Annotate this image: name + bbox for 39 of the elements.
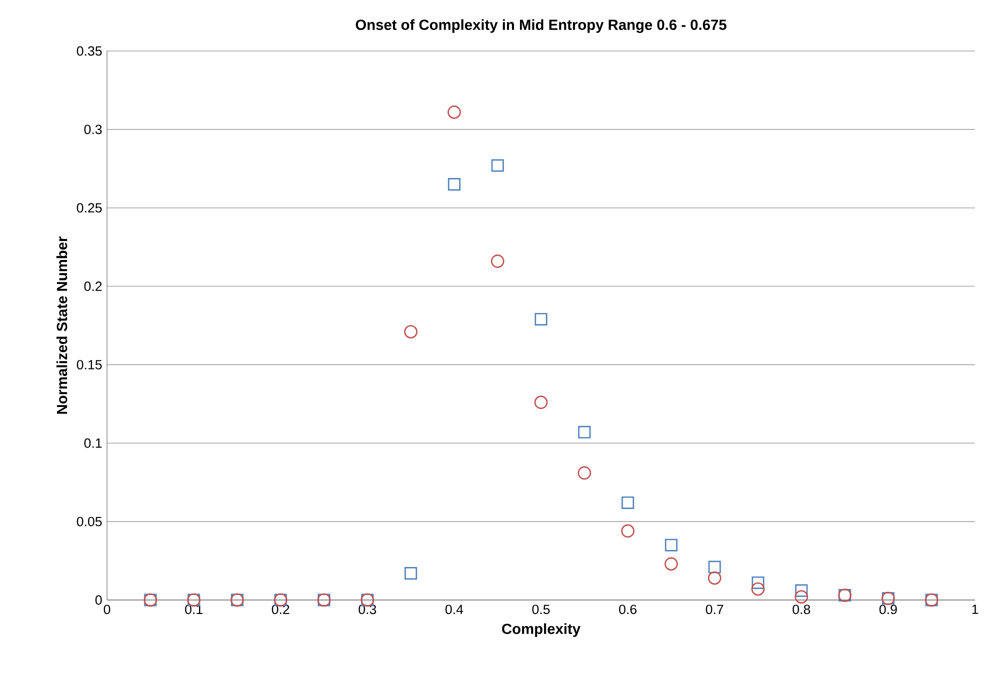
x-tick-label: 0.4 (445, 604, 464, 614)
point (622, 496, 634, 510)
point (578, 426, 591, 438)
point (404, 325, 418, 338)
x-tick-label: 0.7 (706, 604, 724, 614)
point (534, 396, 548, 410)
point (448, 178, 460, 191)
y-tick-label: 0.2 (84, 282, 102, 291)
point (752, 576, 764, 590)
point (490, 254, 504, 268)
x-tick-label: 0.6 (619, 604, 636, 614)
x-tick-label: 0.5 (532, 604, 550, 614)
y-tick-label: 0.05 (76, 516, 102, 526)
point (664, 557, 678, 571)
point (794, 590, 808, 604)
x-tick-label: 0.8 (792, 604, 810, 614)
y-tick-label: 0.25 (76, 203, 102, 213)
y-tick-label: 0.3 (84, 124, 102, 134)
chart-title: Onset of Complexity in Mid Entropy Range 0.6 - 0.675 (356, 19, 726, 33)
point (578, 466, 592, 480)
x-tick-label: 1 (972, 604, 978, 614)
y-tick-label: 0.1 (84, 438, 102, 448)
y-tick-label: 0.35 (76, 46, 102, 56)
y-axis-title: Normalized State Number (56, 236, 68, 414)
point (621, 524, 634, 538)
x-tick-label: 0.9 (879, 604, 897, 614)
x-tick-label: 0 (104, 604, 110, 614)
point (448, 105, 461, 119)
point (534, 312, 548, 326)
point (751, 582, 765, 596)
x-axis-title: Complexity (502, 623, 580, 637)
point (664, 538, 678, 552)
y-tick-label: 0 (95, 595, 102, 605)
point (795, 584, 808, 597)
point (708, 571, 722, 585)
point (708, 560, 721, 574)
y-tick-label: 0.15 (76, 360, 102, 370)
point (491, 159, 504, 172)
point (404, 567, 418, 580)
